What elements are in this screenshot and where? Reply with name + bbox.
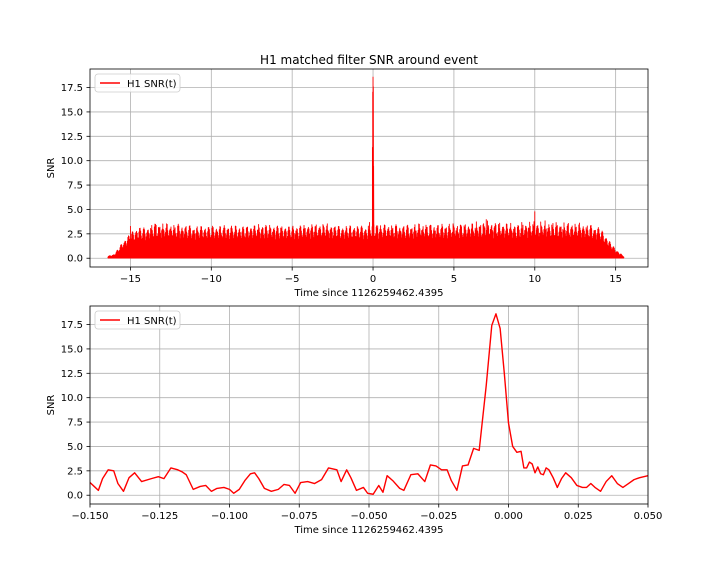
bottom-plot-panel: −0.150 −0.125 −0.100 −0.075 −0.050 −0.025 0.00…	[46, 305, 663, 536]
y-tick-label: 0.0	[67, 254, 83, 265]
y-tick-label: 15.0	[61, 107, 83, 118]
x-tick-label: 0	[370, 274, 376, 285]
x-tick-label: 15	[609, 274, 622, 285]
legend-box	[94, 310, 181, 330]
x-axis-label: Time since 1126259462.4395	[293, 525, 443, 536]
legend-box	[94, 73, 181, 93]
y-tick-label: 15.0	[61, 344, 83, 355]
x-tick-label: 10	[528, 274, 541, 285]
legend-label: H1 SNR(t)	[127, 316, 177, 327]
y-tick-label: 7.5	[67, 418, 83, 429]
y-tick-label: 17.5	[61, 320, 83, 331]
y-tick-label: 5.0	[67, 205, 83, 216]
y-tick-label: 12.5	[61, 132, 83, 143]
y-tick-label: 10.0	[61, 156, 83, 167]
y-tick-label: 17.5	[61, 83, 83, 94]
x-tick-label: −0.025	[420, 511, 457, 522]
figure-title: H1 matched filter SNR around event	[260, 53, 478, 67]
y-axis-label: SNR	[46, 158, 57, 179]
series-line-snr	[107, 76, 625, 259]
x-tick-label: −15	[120, 274, 141, 285]
x-tick-label: 0.000	[494, 511, 523, 522]
y-tick-label: 5.0	[67, 442, 83, 453]
top-plot-panel: −15 −10 −5 0 5 10 15 0.0 2.5 5.0 7.5 10.0 12.5 15.0 17…	[46, 68, 649, 299]
y-tick-label: 10.0	[61, 393, 83, 404]
y-tick-label: 2.5	[67, 466, 83, 477]
y-tick-label: 2.5	[67, 229, 83, 240]
x-tick-label: 5	[451, 274, 457, 285]
series-line-snr	[89, 313, 649, 495]
x-tick-label: 0.025	[564, 511, 593, 522]
y-tick-label: 12.5	[61, 369, 83, 380]
x-axis-label: Time since 1126259462.4395	[293, 288, 443, 299]
y-axis-label: SNR	[46, 395, 57, 416]
x-tick-label: −0.150	[71, 511, 108, 522]
x-tick-label: −0.050	[350, 511, 387, 522]
legend-label: H1 SNR(t)	[127, 79, 177, 90]
x-tick-label: −10	[201, 274, 222, 285]
y-tick-label: 0.0	[67, 491, 83, 502]
x-tick-label: −0.125	[141, 511, 178, 522]
y-tick-label: 7.5	[67, 181, 83, 192]
legend: H1 SNR(t)	[94, 310, 181, 330]
x-tick-label: −0.100	[211, 511, 248, 522]
x-tick-label: 0.050	[634, 511, 663, 522]
axes-frame	[89, 68, 649, 268]
x-tick-label: −5	[285, 274, 300, 285]
legend: H1 SNR(t)	[94, 73, 181, 93]
x-tick-label: −0.075	[281, 511, 318, 522]
